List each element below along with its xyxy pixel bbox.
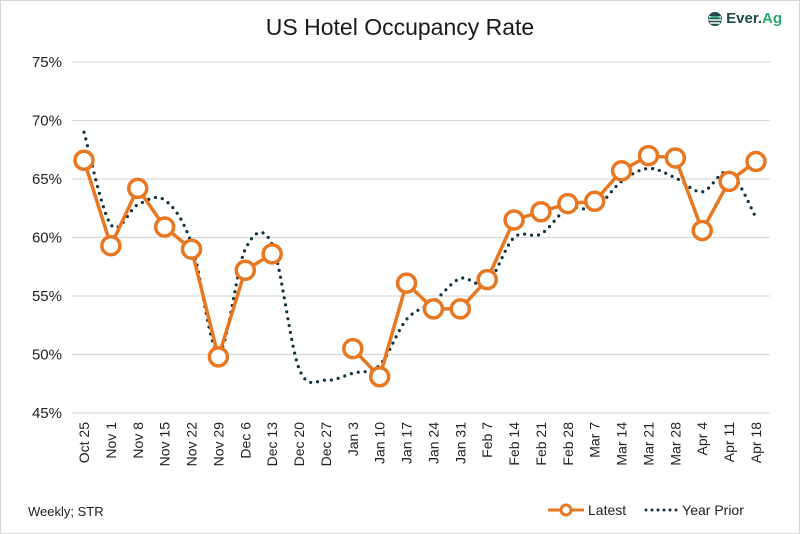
x-tick-label: Apr 4: [694, 422, 710, 456]
x-tick-label: Apr 11: [721, 422, 737, 462]
source-note: Weekly; STR: [28, 504, 104, 519]
x-tick-label: Dec 20: [291, 422, 307, 467]
series-latest-point: [100, 234, 122, 257]
x-tick-label: Nov 8: [130, 422, 146, 459]
series-latest-point: [610, 160, 633, 182]
series-latest-point: [342, 337, 364, 360]
everag-logo: Ever. Ag: [707, 10, 782, 27]
x-tick-label: Jan 10: [372, 422, 388, 464]
series-latest-point: [180, 238, 203, 260]
x-tick-label: Dec 6: [237, 422, 253, 459]
x-tick-label: Nov 22: [184, 422, 200, 467]
x-tick-label: Jan 17: [399, 422, 415, 464]
globe-icon: [707, 11, 723, 26]
y-tick-label: 65%: [32, 171, 62, 188]
y-tick-label: 55%: [32, 288, 62, 305]
series-latest-point: [557, 192, 579, 215]
series-latest-point: [73, 149, 95, 172]
legend-year-prior-swatch: [644, 508, 681, 512]
series-latest-point: [691, 219, 713, 242]
series-latest-point: [637, 144, 660, 167]
series-latest-point: [664, 147, 687, 169]
x-tick-label: Mar 28: [667, 422, 683, 466]
legend-latest-label: Latest: [588, 502, 627, 518]
series-latest-point: [368, 365, 391, 388]
x-tick-label: Dec 13: [264, 422, 280, 467]
x-tick-label: Nov 29: [210, 422, 226, 467]
x-tick-label: Apr 18: [748, 422, 764, 463]
series-latest-point: [207, 346, 230, 368]
legend-year-prior-label: Year Prior: [682, 502, 744, 518]
x-tick-label: Nov 1: [103, 422, 119, 459]
x-tick-label: Feb 14: [506, 422, 522, 466]
series-latest-point: [395, 272, 418, 294]
y-tick-label: 50%: [32, 347, 62, 364]
x-tick-label: Dec 27: [318, 422, 334, 467]
y-tick-label: 45%: [32, 405, 62, 422]
x-tick-label: Mar 21: [640, 422, 656, 466]
x-tick-label: Nov 15: [157, 422, 173, 467]
series-latest-point: [503, 209, 525, 231]
x-tick-label: Oct 25: [76, 422, 92, 463]
series-latest-point: [153, 216, 176, 238]
series-latest-point: [476, 268, 498, 291]
chart-title: US Hotel Occupancy Rate: [265, 14, 535, 40]
x-tick-label: Jan 24: [425, 422, 441, 464]
series-latest-point: [745, 150, 767, 173]
x-tick-label: Jan 31: [452, 422, 468, 464]
series-latest-point: [718, 170, 740, 193]
series-latest-line: [82, 153, 758, 379]
x-tick-label: Feb 28: [560, 422, 576, 466]
series-latest-point: [449, 298, 472, 320]
x-tick-label: Jan 3: [345, 422, 361, 456]
x-tick-label: Mar 14: [614, 422, 630, 466]
y-tick-label: 60%: [32, 230, 62, 247]
series-latest-point: [261, 243, 283, 265]
series-latest-point: [127, 177, 149, 200]
y-tick-label: 75%: [32, 54, 62, 71]
legend-latest-swatch: [548, 503, 584, 517]
legend: Latest Year Prior: [548, 502, 744, 518]
logo-text-ever: Ever.: [726, 10, 762, 27]
series-latest-point: [530, 201, 552, 223]
series-latest-point: [422, 298, 445, 320]
x-tick-label: Mar 7: [587, 422, 603, 458]
x-tick-label: Feb 21: [533, 422, 549, 466]
series-year-prior-line: [82, 130, 758, 385]
logo-text-ag: Ag: [762, 10, 782, 27]
y-tick-label: 70%: [32, 113, 62, 130]
series-latest-point: [234, 259, 257, 282]
x-tick-label: Feb 7: [479, 422, 495, 458]
series-latest-point: [583, 190, 606, 212]
